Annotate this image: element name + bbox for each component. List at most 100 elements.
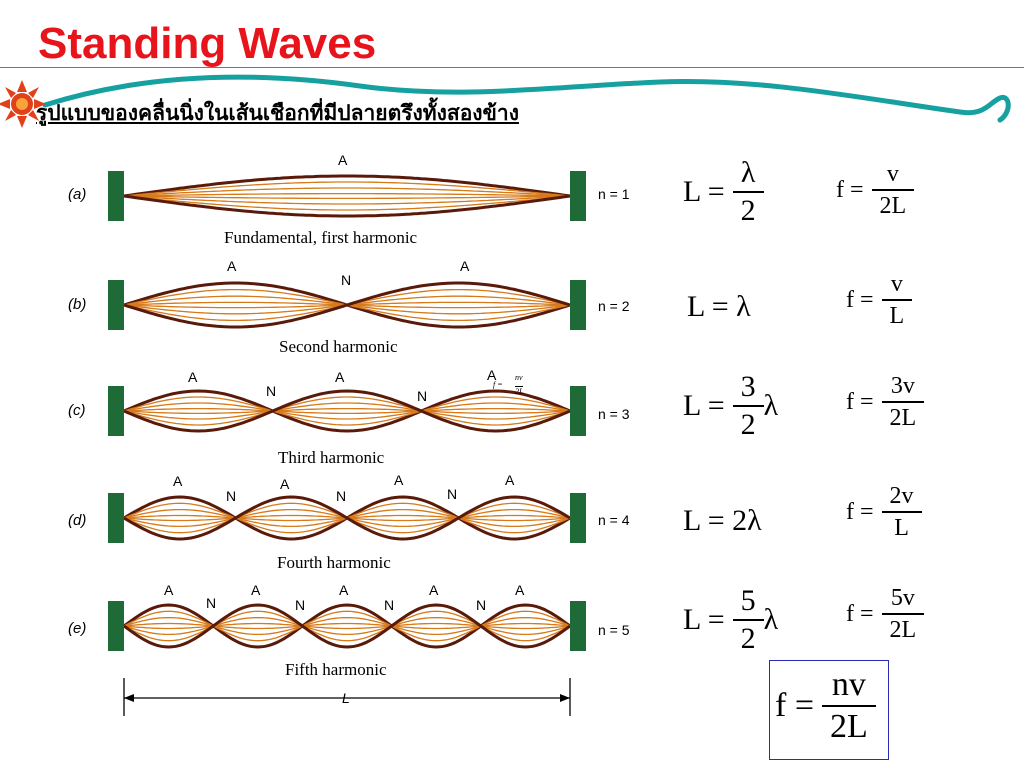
antinode-label: A: [251, 582, 261, 598]
frequency-equation-2: f = v L: [846, 272, 913, 328]
fixed-end-post-left: [108, 386, 124, 436]
frequency-equation-3: f = 3v 2L: [846, 374, 925, 430]
fixed-end-post-right: [570, 601, 586, 651]
inset-formula-num: nv: [515, 373, 523, 382]
fixed-end-post-left: [108, 171, 124, 221]
antinode-label: A: [335, 369, 345, 385]
n-label-3: n = 3: [598, 406, 630, 422]
frequency-equation-5: f = 5v 2L: [846, 586, 925, 642]
string-envelope-3: [123, 389, 571, 433]
string-snapshot-1: [123, 195, 571, 205]
antinode-label: A: [280, 476, 290, 492]
string-envelope-5: [123, 603, 571, 649]
row-label-d: (d): [68, 512, 87, 529]
antinode-label: A: [429, 582, 439, 598]
n-label-2: n = 2: [598, 298, 630, 314]
arrow-right-icon: [560, 694, 570, 702]
length-equation-3: L = 3 2 λ: [683, 370, 779, 441]
length-equation-5: L = 5 2 λ: [683, 584, 779, 655]
fixed-end-post-left: [108, 280, 124, 330]
antinode-label: A: [487, 367, 497, 383]
frequency-equation-4: f = 2v L: [846, 484, 922, 540]
node-label: N: [226, 488, 237, 504]
node-label: N: [295, 597, 306, 613]
fixed-end-post-left: [108, 493, 124, 543]
string-snapshot-5: [123, 616, 571, 636]
string-envelope-5: [123, 603, 571, 649]
general-frequency-equation: f = nv 2L: [775, 668, 876, 744]
string-snapshot-1: [123, 195, 571, 211]
fixed-end-post-right: [570, 171, 586, 221]
arrow-left-icon: [124, 694, 134, 702]
antinode-label: A: [394, 472, 404, 488]
fixed-end-post-right: [570, 386, 586, 436]
string-snapshot-3: [123, 396, 571, 426]
row-label-a: (a): [68, 186, 87, 203]
antinode-label: A: [164, 582, 174, 598]
string-envelope-2: [123, 281, 571, 329]
string-snapshot-1: [123, 181, 571, 197]
node-label: N: [266, 383, 277, 399]
string-snapshot-3: [123, 396, 571, 426]
fixed-end-post-right: [570, 280, 586, 330]
page-title: Standing Waves: [38, 19, 377, 68]
caption-fourth: Fourth harmonic: [277, 553, 391, 572]
node-label: N: [206, 595, 217, 611]
antinode-label: A: [338, 152, 348, 168]
length-equation-4: L = 2λ: [683, 504, 762, 537]
string-envelope-3: [123, 389, 571, 433]
node-label: N: [336, 488, 347, 504]
string-snapshot-1: [123, 192, 571, 197]
n-label-1: n = 1: [598, 186, 630, 202]
antinode-label: A: [505, 472, 515, 488]
sun-icon: [0, 80, 46, 128]
row-label-b: (b): [68, 296, 87, 313]
decorative-wave-line: [42, 74, 1011, 123]
node-label: N: [341, 272, 352, 288]
antinode-label: A: [339, 582, 349, 598]
string-snapshot-5: [123, 622, 571, 630]
fixed-end-post-left: [108, 601, 124, 651]
string-snapshot-5: [123, 610, 571, 642]
string-snapshot-5: [123, 616, 571, 636]
length-equation-1: L = λ 2: [683, 158, 764, 226]
subtitle: รูปแบบของคลื่นนิ่งในเส้นเชือกที่มีปลายตร…: [36, 101, 519, 125]
row-label-c: (c): [68, 402, 86, 419]
string-snapshot-3: [123, 402, 571, 420]
antinode-label: A: [188, 369, 198, 385]
antinode-label: A: [173, 473, 183, 489]
string-snapshot-3: [123, 407, 571, 415]
inset-formula-den: 2L: [515, 386, 524, 396]
antinode-label: A: [460, 258, 470, 274]
string-snapshot-3: [123, 402, 571, 420]
string-envelope-1: [123, 194, 571, 218]
node-label: N: [447, 486, 458, 502]
string-snapshot-1: [123, 187, 571, 197]
node-label: N: [417, 388, 428, 404]
n-label-4: n = 4: [598, 512, 630, 528]
n-label-5: n = 5: [598, 622, 630, 638]
length-equation-2: L = λ: [687, 290, 751, 323]
caption-fifth: Fifth harmonic: [285, 660, 387, 679]
string-snapshot-1: [123, 195, 571, 200]
length-label: L: [342, 690, 350, 706]
antinode-label: A: [515, 582, 525, 598]
frequency-equation-1: f = v 2L: [836, 162, 915, 218]
caption-fundamental: Fundamental, first harmonic: [224, 228, 418, 247]
general-formula-box: [769, 660, 889, 760]
node-label: N: [384, 597, 395, 613]
string-snapshot-3: [123, 407, 571, 415]
inset-formula-lhs: f =: [493, 380, 503, 389]
caption-second: Second harmonic: [279, 337, 398, 356]
row-label-e: (e): [68, 620, 87, 637]
string-snapshot-5: [123, 610, 571, 642]
node-label: N: [476, 597, 487, 613]
title-divider: [0, 67, 1024, 68]
string-envelope-1: [123, 174, 571, 198]
antinode-label: A: [227, 258, 237, 274]
fixed-end-post-right: [570, 493, 586, 543]
string-snapshot-5: [123, 622, 571, 630]
caption-third: Third harmonic: [278, 448, 385, 467]
